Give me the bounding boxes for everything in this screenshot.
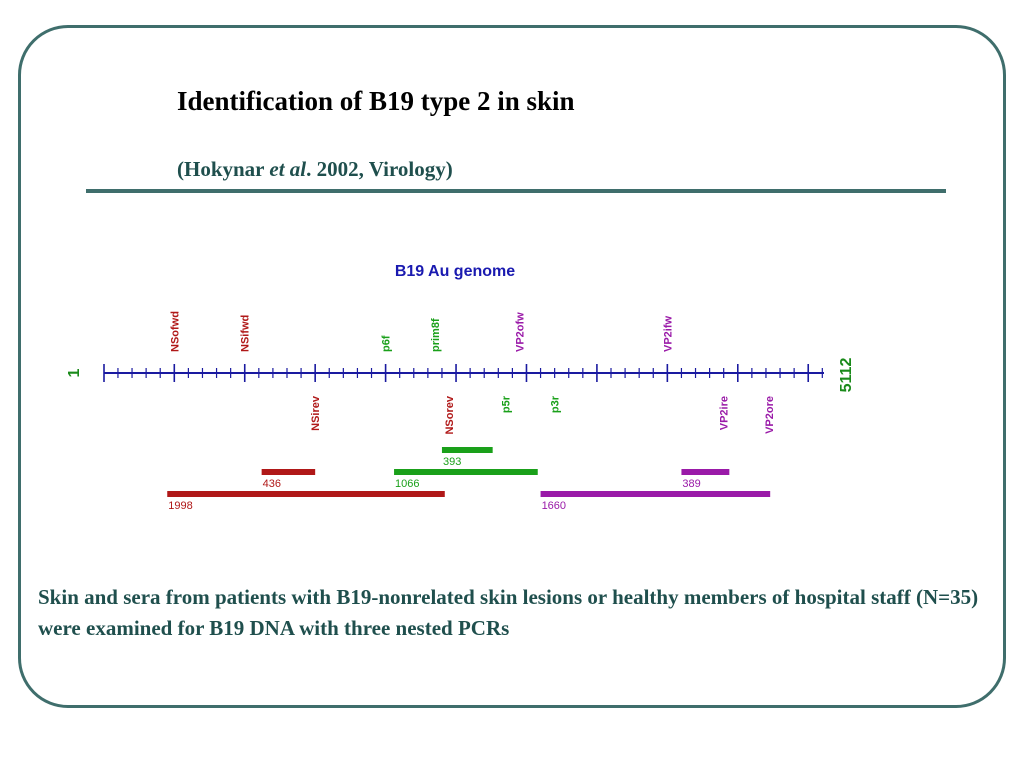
amplicon-bar-393 [441,447,493,453]
amplicon-bar-1660 [540,491,771,497]
amplicon-bar-436 [261,469,316,475]
genome-axis: 1 5112 [66,358,855,393]
amplicon-label-1660: 1660 [542,500,566,512]
primer-label-vp2ifw: VP2ifw [662,315,674,352]
primer-label-vp2ofw: VP2ofw [514,312,526,352]
primer-label-p6f: p6f [381,335,393,352]
genome-start-label: 1 [66,368,83,377]
citation-italic: et al [269,157,307,181]
title-divider [86,189,946,193]
slide-title: Identification of B19 type 2 in skin [177,86,575,116]
amplicon-label-389: 389 [682,478,700,490]
primer-label-p3r: p3r [550,395,562,413]
genome-title: B19 Au genome [395,263,515,280]
citation-suffix: . 2002, Virology) [306,157,453,181]
primer-label-nsirev: NSirev [310,395,322,431]
amplicon-bar-389 [681,469,730,475]
amplicon-bar-1998 [167,491,445,497]
primer-label-vp2ore: VP2ore [764,396,776,434]
amplicons: 393 436 1066 389 1998 1660 [167,447,771,512]
amplicon-label-436: 436 [263,478,281,490]
amplicon-bar-1066 [394,469,538,475]
amplicon-label-1998: 1998 [168,500,192,512]
slide-frame [18,25,1006,708]
primer-label-prim8f: prim8f [430,318,442,352]
amplicon-label-393: 393 [443,456,461,468]
primer-label-nsifwd: NSifwd [240,315,252,352]
primer-label-nsorev: NSorev [444,395,456,434]
footer-text: Skin and sera from patients with B19-non… [38,585,979,640]
genome-end-label: 5112 [838,358,855,393]
amplicon-label-1066: 1066 [395,478,419,490]
primer-label-vp2ire: VP2ire [719,396,731,430]
citation-prefix: (Hokynar [177,157,270,181]
primer-label-nsofwd: NSofwd [169,311,181,352]
primer-labels: NSofwd NSifwd p6f prim8f VP2ofw VP2ifw NSirev N… [169,311,775,434]
citation: (Hokynar et al. 2002, Virology) [177,157,453,182]
primer-label-p5r: p5r [500,395,512,413]
